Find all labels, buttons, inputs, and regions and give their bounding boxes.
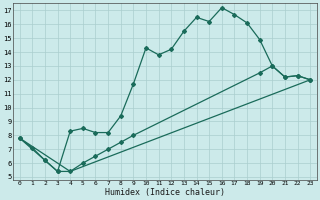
X-axis label: Humidex (Indice chaleur): Humidex (Indice chaleur) [105, 188, 225, 197]
